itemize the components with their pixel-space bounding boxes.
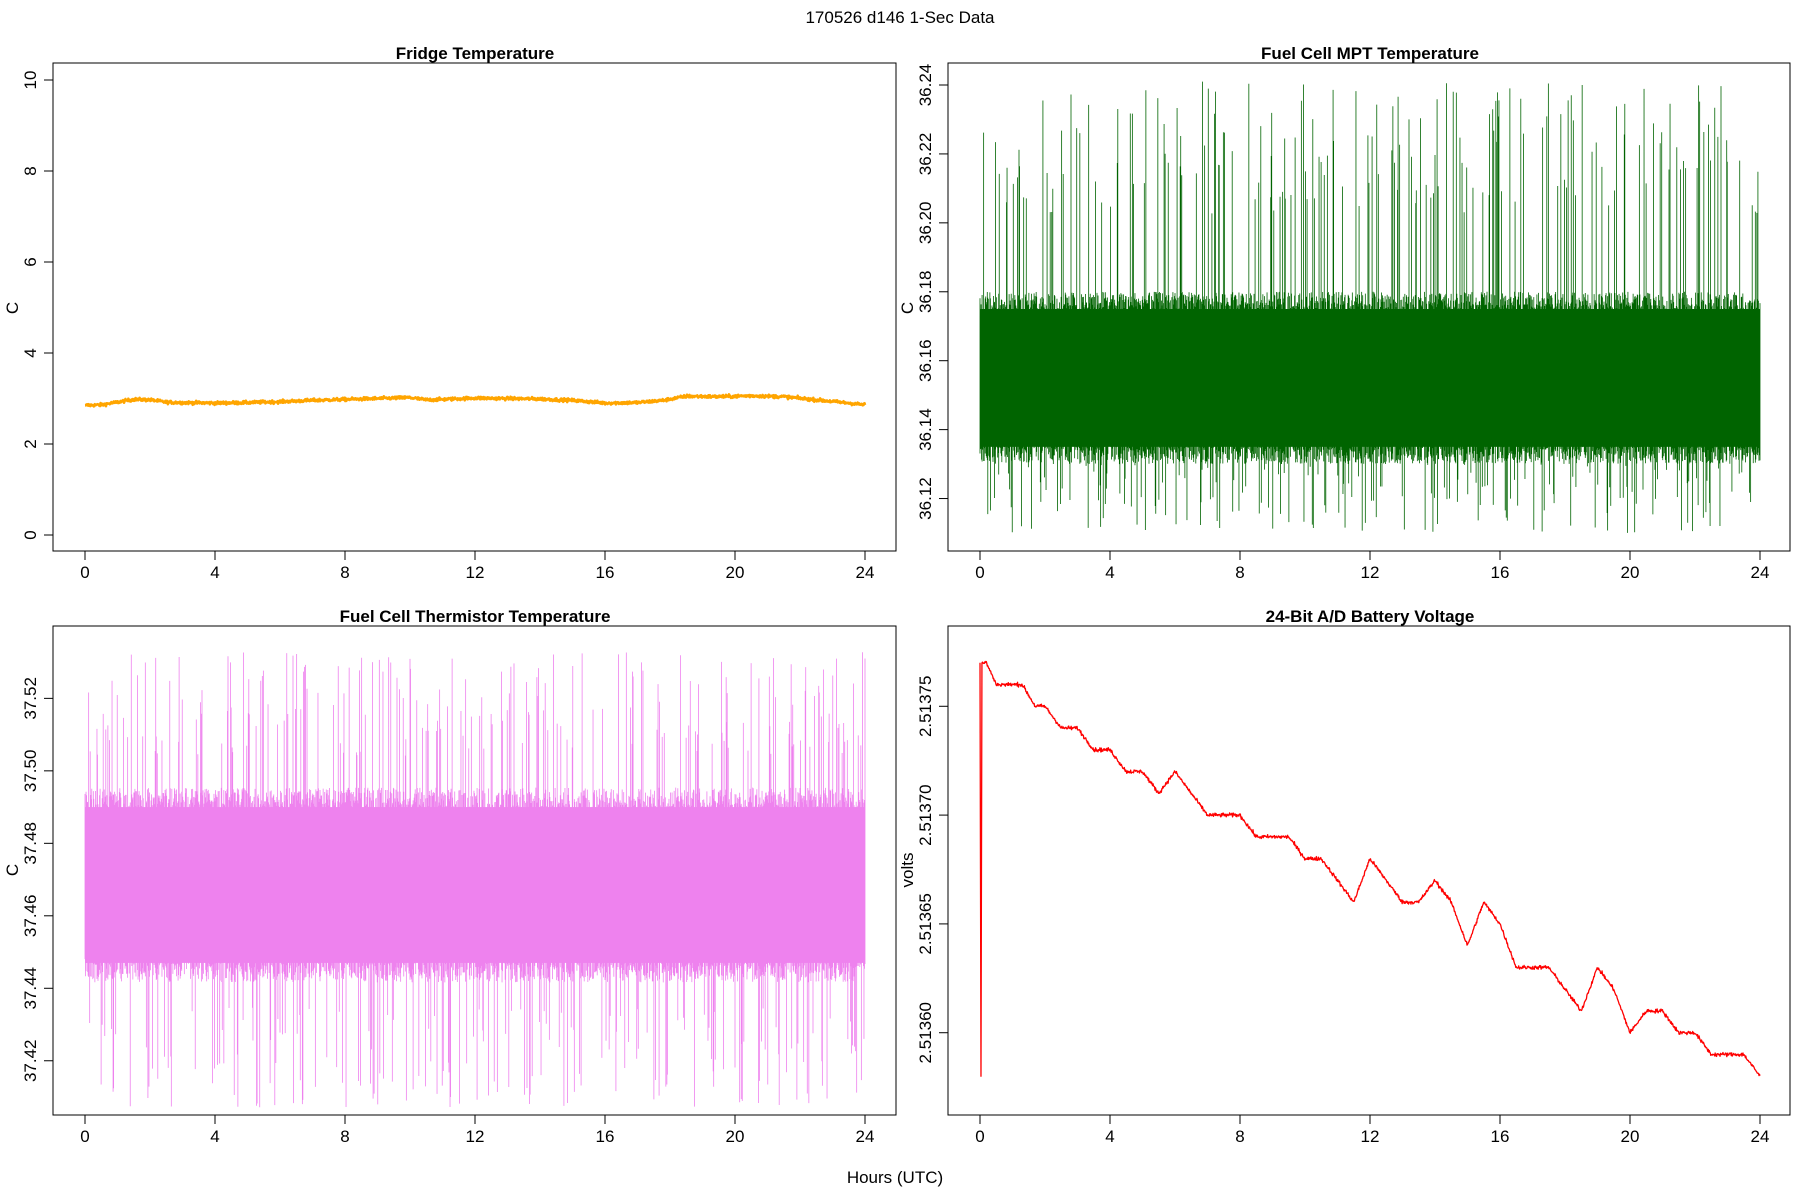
x-tick-label: 8 [1235, 563, 1244, 582]
plot-area: 0 4 8 12 16 20 24 36.12 36.14 36.16 36.18 36.20 36.2… [916, 62, 1791, 582]
y-tick-label: 36.20 [916, 202, 935, 245]
series-line [84, 393, 867, 408]
x-tick-label: 24 [1751, 563, 1770, 582]
x-tick-label: 12 [466, 563, 485, 582]
y-tick-label: 4 [21, 348, 40, 357]
x-tick-label: 4 [1105, 563, 1114, 582]
y-axis-label: C [898, 302, 917, 314]
panel-battery-voltage: 24-Bit A/D Battery Voltage volts 0 4 8 12 16… [898, 607, 1791, 1146]
x-tick-label: 8 [340, 563, 349, 582]
series-core-band [980, 309, 1760, 447]
x-tick-label: 20 [1621, 563, 1640, 582]
y-tick-label: 2.51365 [916, 893, 935, 954]
y-axis-label: C [3, 302, 22, 314]
y-tick-label: 10 [21, 71, 40, 90]
x-tick-label: 12 [1361, 563, 1380, 582]
x-tick-label: 8 [1235, 1127, 1244, 1146]
y-tick-label: 8 [21, 166, 40, 175]
x-tick-label: 0 [975, 1127, 984, 1146]
x-tick-label: 24 [856, 1127, 875, 1146]
panel-fuel-cell-thermistor-temperature: Fuel Cell Thermistor Temperature C 0 4 8 12… [3, 607, 897, 1146]
plot-area: 0 4 8 12 16 20 24 37.42 37.44 37.46 37.48 37.50 37.5… [21, 625, 897, 1146]
x-tick-label: 24 [856, 563, 875, 582]
y-tick-label: 36.22 [916, 133, 935, 176]
x-tick-label: 8 [340, 1127, 349, 1146]
y-axis-label: volts [898, 853, 917, 888]
y-tick-label: 37.52 [21, 677, 40, 720]
plot-area: 0 4 8 12 16 20 24 2.51360 2.51365 2.51370 2.51375 [916, 625, 1791, 1146]
x-tick-label: 12 [1361, 1127, 1380, 1146]
x-tick-label: 12 [466, 1127, 485, 1146]
x-tick-label: 4 [210, 563, 219, 582]
y-tick-label: 37.50 [21, 750, 40, 793]
y-tick-label: 36.14 [916, 408, 935, 451]
panel-title: Fuel Cell MPT Temperature [1261, 44, 1479, 63]
panel-title: Fridge Temperature [396, 44, 554, 63]
y-tick-label: 36.24 [916, 64, 935, 107]
y-tick-label: 2.51375 [916, 676, 935, 737]
shared-x-axis-label: Hours (UTC) [847, 1168, 943, 1187]
y-tick-label: 2.51360 [916, 1002, 935, 1063]
x-tick-label: 0 [80, 1127, 89, 1146]
x-tick-label: 4 [210, 1127, 219, 1146]
y-tick-label: 2 [21, 439, 40, 448]
y-tick-label: 37.48 [21, 822, 40, 865]
x-tick-label: 20 [726, 1127, 745, 1146]
y-tick-label: 37.42 [21, 1039, 40, 1082]
y-tick-label: 2.51370 [916, 784, 935, 845]
series-line [979, 660, 1761, 1077]
x-tick-label: 0 [80, 563, 89, 582]
x-tick-label: 4 [1105, 1127, 1114, 1146]
x-tick-label: 20 [1621, 1127, 1640, 1146]
plot-frame [947, 625, 1791, 1116]
panel-title: 24-Bit A/D Battery Voltage [1266, 607, 1475, 626]
x-tick-label: 16 [1491, 1127, 1510, 1146]
y-tick-label: 36.12 [916, 477, 935, 520]
figure-title: 170526 d146 1-Sec Data [805, 8, 995, 27]
x-tick-label: 16 [1491, 563, 1510, 582]
y-tick-label: 37.44 [21, 967, 40, 1010]
y-tick-label: 37.46 [21, 895, 40, 938]
y-tick-label: 0 [21, 530, 40, 539]
x-tick-label: 24 [1751, 1127, 1770, 1146]
y-tick-label: 36.18 [916, 270, 935, 313]
y-tick-label: 36.16 [916, 339, 935, 382]
series-core-band [85, 807, 865, 963]
panel-fuel-cell-mpt-temperature: Fuel Cell MPT Temperature C 0 4 8 12 16 20 24 3… [898, 44, 1791, 582]
x-tick-label: 16 [596, 1127, 615, 1146]
x-tick-label: 0 [975, 563, 984, 582]
x-tick-label: 16 [596, 563, 615, 582]
panel-title: Fuel Cell Thermistor Temperature [340, 607, 611, 626]
y-tick-label: 6 [21, 257, 40, 266]
plot-frame [947, 62, 1791, 552]
y-axis-label: C [3, 864, 22, 876]
x-tick-label: 20 [726, 563, 745, 582]
